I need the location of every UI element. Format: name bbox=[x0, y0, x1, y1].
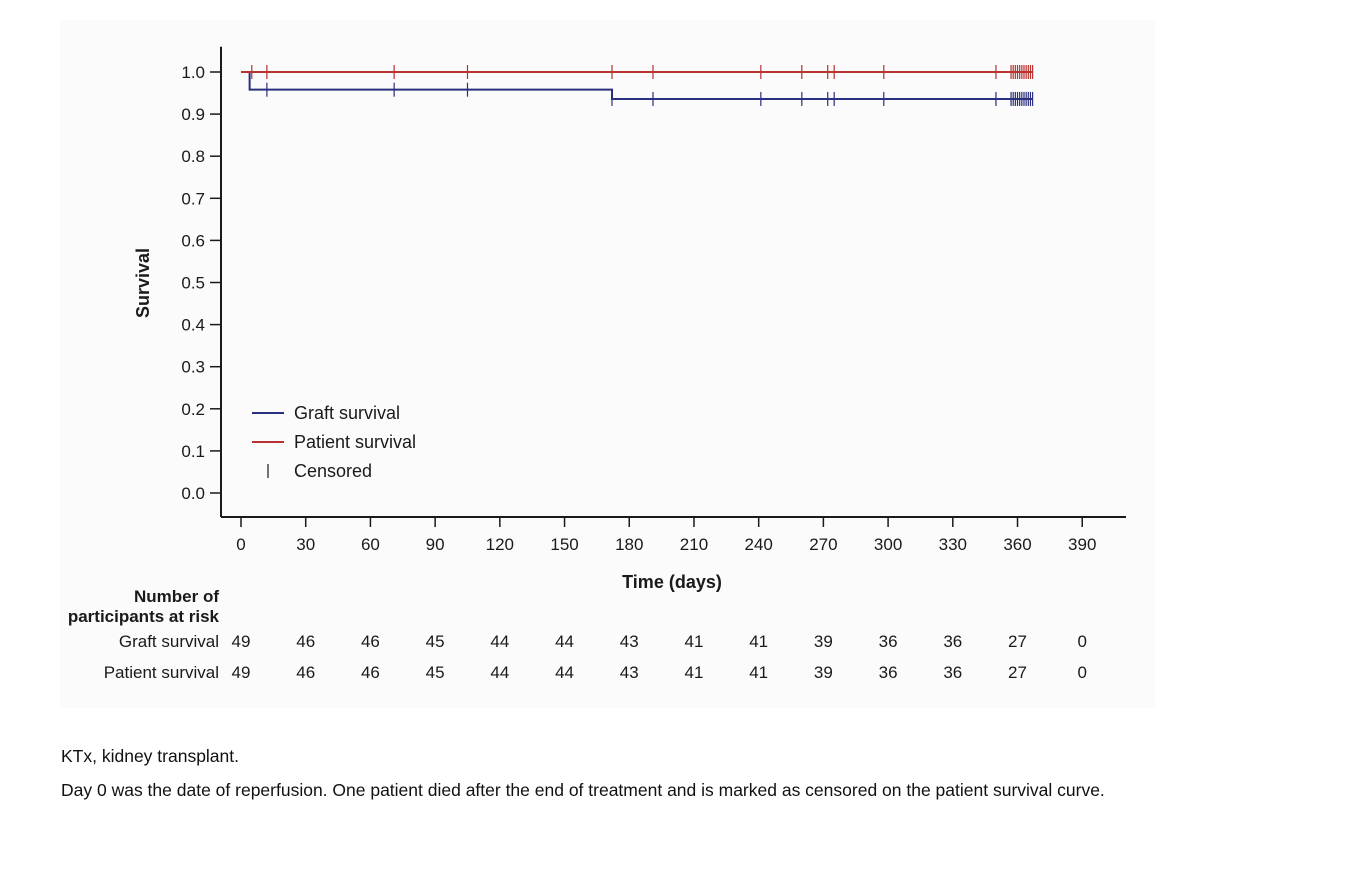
x-tick-label: 180 bbox=[615, 535, 643, 554]
risk-value: 44 bbox=[555, 632, 574, 651]
footnote-abbreviation: KTx, kidney transplant. bbox=[61, 746, 239, 766]
km-survival-chart: 0.0 0.1 0.2 0.3 0.4 0.5 0.6 0.7 0.8 0.9 1.0 0 30 60 90… bbox=[68, 46, 1126, 682]
risk-value: 41 bbox=[749, 663, 768, 682]
x-tick-label: 240 bbox=[744, 535, 772, 554]
x-tick-label: 90 bbox=[426, 535, 445, 554]
x-tick-label: 0 bbox=[236, 535, 245, 554]
risk-value: 36 bbox=[879, 632, 898, 651]
risk-value: 36 bbox=[943, 663, 962, 682]
risk-row-label: Patient survival bbox=[104, 663, 219, 682]
y-tick-label: 0.2 bbox=[181, 400, 205, 419]
risk-value: 36 bbox=[943, 632, 962, 651]
risk-value: 49 bbox=[232, 663, 251, 682]
risk-value: 27 bbox=[1008, 632, 1027, 651]
risk-value: 46 bbox=[296, 632, 315, 651]
risk-value: 41 bbox=[685, 632, 704, 651]
y-tick-label: 0.9 bbox=[181, 105, 205, 124]
y-tick-label: 0.6 bbox=[181, 231, 205, 250]
risk-value: 45 bbox=[426, 663, 445, 682]
y-tick-label: 0.7 bbox=[181, 189, 205, 208]
y-tick-label: 0.0 bbox=[181, 484, 205, 503]
y-tick-label: 1.0 bbox=[181, 63, 205, 82]
risk-value: 43 bbox=[620, 663, 639, 682]
risk-value: 49 bbox=[232, 632, 251, 651]
legend-label: Graft survival bbox=[294, 403, 400, 423]
x-tick-label: 150 bbox=[550, 535, 578, 554]
risk-table-header: participants at risk bbox=[68, 607, 220, 626]
y-tick-label: 0.8 bbox=[181, 147, 205, 166]
risk-value: 44 bbox=[490, 632, 509, 651]
x-tick-label: 300 bbox=[874, 535, 902, 554]
x-tick-label: 360 bbox=[1003, 535, 1031, 554]
risk-value: 0 bbox=[1077, 632, 1086, 651]
x-tick-label: 390 bbox=[1068, 535, 1096, 554]
risk-value: 44 bbox=[490, 663, 509, 682]
x-axis-title: Time (days) bbox=[622, 572, 722, 592]
x-tick-label: 270 bbox=[809, 535, 837, 554]
chart-panel bbox=[60, 20, 1155, 708]
risk-value: 41 bbox=[749, 632, 768, 651]
y-axis-title: Survival bbox=[133, 248, 153, 318]
risk-value: 39 bbox=[814, 632, 833, 651]
legend-label: Patient survival bbox=[294, 432, 416, 452]
y-tick-label: 0.3 bbox=[181, 358, 205, 377]
risk-value: 46 bbox=[361, 632, 380, 651]
footnote-day-zero: Day 0 was the date of reperfusion. One p… bbox=[61, 780, 1105, 800]
risk-table-header: Number of bbox=[134, 587, 219, 606]
y-tick-label: 0.5 bbox=[181, 274, 205, 293]
x-tick-label: 60 bbox=[361, 535, 380, 554]
x-tick-label: 120 bbox=[486, 535, 514, 554]
risk-value: 46 bbox=[296, 663, 315, 682]
risk-value: 27 bbox=[1008, 663, 1027, 682]
x-tick-label: 330 bbox=[939, 535, 967, 554]
risk-value: 39 bbox=[814, 663, 833, 682]
y-tick-label: 0.1 bbox=[181, 442, 205, 461]
legend-label: Censored bbox=[294, 461, 372, 481]
x-tick-label: 30 bbox=[296, 535, 315, 554]
risk-value: 43 bbox=[620, 632, 639, 651]
risk-value: 0 bbox=[1077, 663, 1086, 682]
risk-value: 41 bbox=[685, 663, 704, 682]
survival-line-graft bbox=[241, 71, 1033, 100]
risk-value: 46 bbox=[361, 663, 380, 682]
risk-value: 44 bbox=[555, 663, 574, 682]
risk-value: 36 bbox=[879, 663, 898, 682]
x-tick-label: 210 bbox=[680, 535, 708, 554]
risk-row-label: Graft survival bbox=[119, 632, 219, 651]
risk-value: 45 bbox=[426, 632, 445, 651]
y-tick-label: 0.4 bbox=[181, 316, 205, 335]
